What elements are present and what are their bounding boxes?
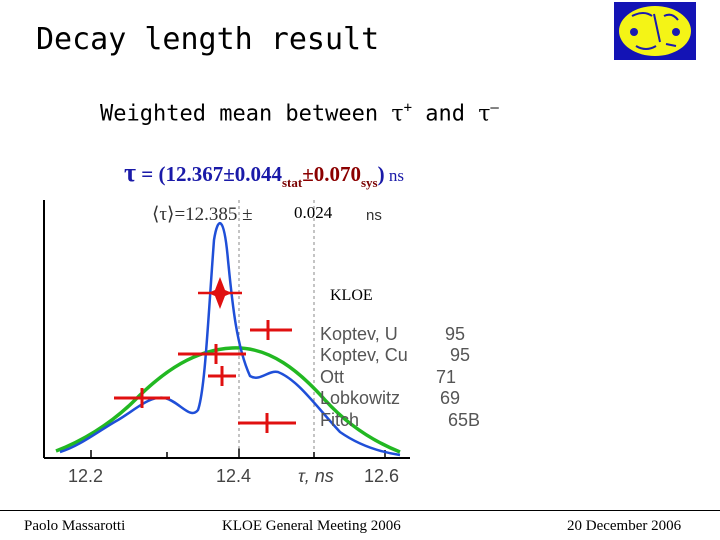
formula-unit: ns — [384, 166, 404, 185]
mean-error: 0.024 — [294, 203, 333, 222]
result-formula: τ = (12.367±0.044stat±0.070sys) ns — [124, 158, 404, 191]
formula-sys-value: ±0.070 — [302, 162, 361, 186]
footer-meeting: KLOE General Meeting 2006 — [222, 518, 401, 534]
green-curve — [55, 346, 401, 454]
experiment-ref: 71 — [436, 367, 456, 387]
mean-label: ⟨τ⟩=12.385 ± — [152, 204, 253, 225]
tau-plus-symbol: τ — [391, 101, 404, 127]
formula-stat-sub: stat — [281, 175, 303, 190]
x-axis-ticks — [90, 448, 386, 458]
error-bar-koptev-u — [250, 320, 292, 340]
kloe-point-icon — [198, 277, 242, 309]
error-bar-fitch — [238, 413, 296, 433]
tick-label: 12.4 — [216, 466, 251, 486]
footer-date: 20 December 2006 — [567, 518, 682, 534]
tick-label: 12.6 — [364, 466, 399, 486]
slide-title: Decay length result — [36, 22, 380, 57]
formula-close: ) — [377, 162, 385, 186]
dashed-gridlines — [238, 200, 315, 450]
experiment-name: Ott — [320, 367, 344, 387]
mean-unit: ns — [366, 207, 382, 224]
subtitle-and: and — [412, 101, 479, 127]
blue-curve — [59, 221, 401, 457]
experiment-name: Fitch — [320, 410, 359, 430]
experiment-name: Koptev, Cu — [320, 345, 408, 365]
experiment-ref: 95 — [450, 345, 470, 365]
formula-tau: τ — [124, 158, 136, 187]
tau-minus-symbol: τ — [478, 101, 491, 127]
formula-sys-sub: sys — [360, 175, 378, 190]
plus-sign: + — [403, 100, 413, 116]
experiment-name: Koptev, U — [320, 324, 398, 344]
tick-label: 12.2 — [68, 466, 103, 486]
error-bar-ott — [208, 366, 236, 386]
experiment-name: Lobkowitz — [320, 388, 400, 408]
subtitle-prefix: Weighted mean between — [100, 101, 392, 127]
minus-sign: – — [490, 100, 499, 116]
experiment-ref: 95 — [445, 324, 465, 344]
subtitle: Weighted mean between τ+ and τ– — [100, 100, 499, 126]
footer: Paolo Massarotti KLOE General Meeting 20… — [0, 502, 720, 540]
footer-author: Paolo Massarotti — [24, 518, 126, 534]
kloe-label: KLOE — [330, 287, 373, 304]
experiment-ref: 65B — [448, 410, 480, 430]
formula-main: = (12.367±0.044 — [135, 162, 282, 186]
kloe-logo-icon — [614, 2, 696, 60]
error-bar-koptev-cu — [178, 344, 246, 364]
logo-drawing — [630, 12, 680, 50]
experiment-ref: 69 — [440, 388, 460, 408]
footer-divider — [0, 510, 720, 511]
axis-unit-label: τ, ns — [298, 466, 334, 486]
error-bar-lobkowitz — [114, 388, 170, 408]
